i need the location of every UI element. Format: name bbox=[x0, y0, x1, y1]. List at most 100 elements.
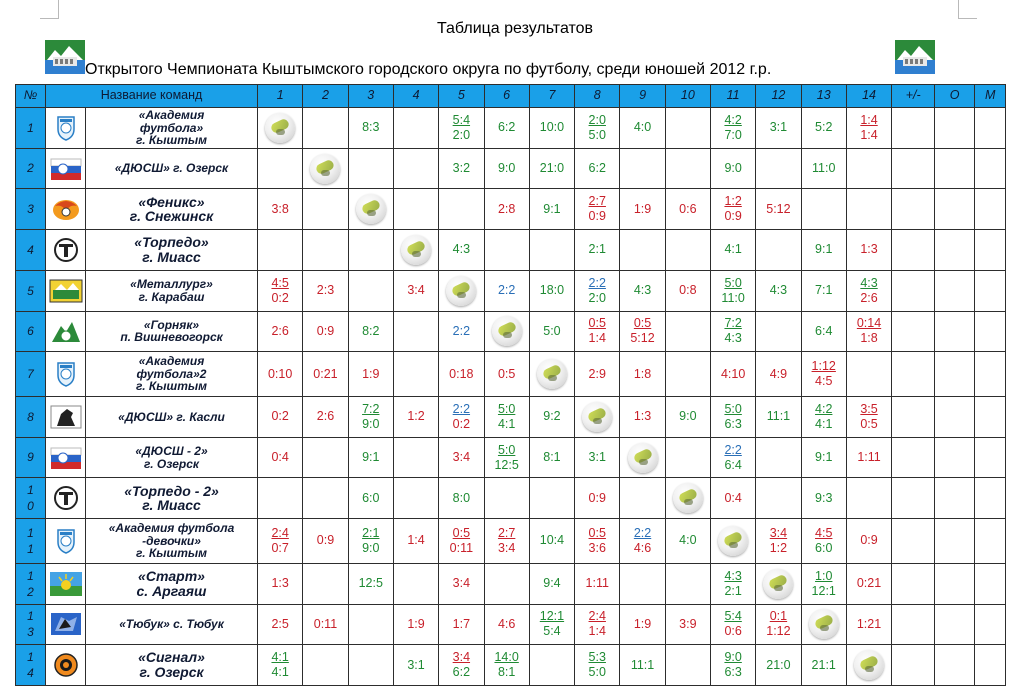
result-cell: 8:0 bbox=[438, 477, 485, 520]
place-cell bbox=[974, 107, 1007, 149]
result-cell: 0:5 5:12 bbox=[619, 310, 666, 353]
row-number-digit: 3 bbox=[27, 202, 34, 217]
result-cell bbox=[800, 188, 847, 231]
match-score: 3:4 bbox=[452, 576, 471, 591]
team-name-line: г. Карабаш bbox=[138, 289, 205, 304]
match-score: 2:6 bbox=[271, 323, 289, 338]
match-score-second: 6:3 bbox=[724, 665, 742, 680]
signal-logo-icon bbox=[49, 653, 83, 677]
result-cell: 7:2 9:0 bbox=[347, 395, 394, 438]
horse-logo-icon bbox=[49, 405, 83, 429]
result-cell: 4:6 bbox=[483, 603, 530, 646]
match-score: 9:3 bbox=[815, 490, 833, 505]
match-score: 0:21 bbox=[856, 576, 882, 591]
result-cell: 7:1 bbox=[800, 269, 847, 312]
match-score-first: 3:5 bbox=[860, 401, 878, 416]
match-score: 4:9 bbox=[769, 366, 788, 381]
team-name: «Феникс» г. Снежинск bbox=[84, 188, 259, 231]
soccer-ball-icon bbox=[491, 316, 522, 347]
table-row: 7 «Академия футбола»2 г. Кыштым 0:10 0:21 1:9 0… bbox=[15, 351, 1007, 397]
match-score: 1:11 bbox=[585, 576, 609, 591]
result-cell bbox=[392, 562, 440, 605]
result-cell bbox=[528, 644, 576, 686]
match-score: 3:4 bbox=[452, 449, 471, 464]
result-cell bbox=[755, 477, 802, 520]
result-cell bbox=[438, 269, 485, 312]
city-emblem-icon bbox=[45, 40, 85, 74]
result-cell: 3:1 bbox=[755, 107, 802, 149]
table-row: 3 «Феникс» г. Снежинск 3:8 2:8 9:1 2:7 0:9 1:9 0:… bbox=[15, 188, 1007, 231]
result-cell: 3:4 bbox=[438, 436, 485, 479]
tyubuk-logo-icon bbox=[49, 613, 83, 636]
result-cell: 2:9 bbox=[574, 351, 621, 397]
place-cell bbox=[974, 644, 1007, 686]
soccer-ball-icon bbox=[355, 194, 386, 225]
match-score-second: 0:9 bbox=[588, 209, 606, 224]
result-cell: 9:0 bbox=[483, 147, 530, 190]
match-score-first: 0:5 bbox=[452, 525, 471, 540]
result-cell: 1:4 bbox=[392, 518, 440, 564]
col-header-round: 2 bbox=[302, 84, 349, 108]
row-number-digit: 9 bbox=[27, 450, 34, 465]
team-name: «Торпедо» г. Миасс bbox=[84, 229, 259, 271]
result-cell bbox=[392, 147, 440, 190]
match-score: 1:2 bbox=[407, 409, 425, 424]
soccer-ball-icon bbox=[536, 359, 567, 390]
result-cell bbox=[392, 229, 440, 271]
diff-cell bbox=[891, 395, 936, 438]
table-row: 9 «ДЮСШ - 2» г. Озерск 0:4 9:1 3:4 5:0 12:5 8:1 3… bbox=[15, 436, 1007, 479]
match-score: 0:4 bbox=[271, 449, 289, 464]
match-score: 0:9 bbox=[860, 533, 878, 548]
row-number: 4 bbox=[15, 229, 46, 271]
team-logo-cell bbox=[45, 107, 86, 149]
result-cell bbox=[664, 107, 711, 149]
match-score-first: 2:7 bbox=[497, 525, 516, 540]
city-emblem-icon bbox=[895, 40, 935, 74]
match-score: 2:5 bbox=[271, 616, 289, 631]
match-score: 3:1 bbox=[588, 449, 606, 464]
match-score: 11:0 bbox=[812, 160, 836, 175]
result-cell: 5:2 bbox=[800, 107, 847, 149]
result-cell: 0:10 bbox=[257, 351, 304, 397]
result-cell: 8:1 bbox=[528, 436, 576, 479]
place-cell bbox=[974, 310, 1007, 353]
team-name-line: -девочки» bbox=[142, 533, 201, 548]
match-score-first: 5:0 bbox=[724, 275, 742, 290]
result-cell: 0:6 bbox=[664, 188, 711, 231]
match-score: 2:2 bbox=[497, 283, 516, 298]
result-cell: 0:11 bbox=[302, 603, 349, 646]
row-number: 9 bbox=[15, 436, 46, 479]
match-score: 0:18 bbox=[449, 366, 474, 381]
result-cell: 3:4 6:2 bbox=[438, 644, 485, 686]
table-row: 1 0 «Торпедо - 2» г. Миасс 6:0 8:0 0:9 0:4 9:3 bbox=[15, 477, 1007, 520]
match-score: 1:4 bbox=[407, 533, 425, 548]
col-header-round: 4 bbox=[392, 84, 440, 108]
place-cell bbox=[974, 395, 1007, 438]
match-score-first: 4:5 bbox=[271, 275, 289, 290]
team-logo-cell bbox=[45, 351, 86, 397]
match-score-first: 0:5 bbox=[588, 525, 606, 540]
row-number-digit: 2 bbox=[27, 161, 34, 176]
result-cell: 4:3 2:6 bbox=[845, 269, 893, 312]
soccer-ball-icon bbox=[808, 609, 839, 640]
match-score-second: 1:2 bbox=[769, 540, 788, 555]
result-cell: 1:3 bbox=[257, 562, 304, 605]
match-score-second: 12:5 bbox=[494, 457, 519, 472]
match-score-first: 1:0 bbox=[815, 568, 833, 583]
result-cell bbox=[392, 188, 440, 231]
match-score: 5:2 bbox=[815, 120, 833, 135]
result-cell bbox=[528, 351, 576, 397]
team-logo-cell bbox=[45, 395, 86, 438]
match-score: 4:6 bbox=[497, 616, 516, 631]
team-logo-cell bbox=[45, 147, 86, 190]
row-number-digit: 1 bbox=[27, 120, 34, 135]
match-score-second: 3:4 bbox=[497, 540, 516, 555]
points-cell bbox=[934, 147, 976, 190]
result-cell: 0:21 bbox=[845, 562, 893, 605]
match-score-second: 1:4 bbox=[588, 331, 606, 346]
col-header-num: № bbox=[15, 84, 46, 108]
table-row: 4 «Торпедо» г. Миасс 4:3 2:1 4:1 9:1 1:3 bbox=[15, 229, 1007, 271]
result-cell bbox=[619, 562, 666, 605]
result-cell: 12:5 bbox=[347, 562, 394, 605]
points-cell bbox=[934, 188, 976, 231]
